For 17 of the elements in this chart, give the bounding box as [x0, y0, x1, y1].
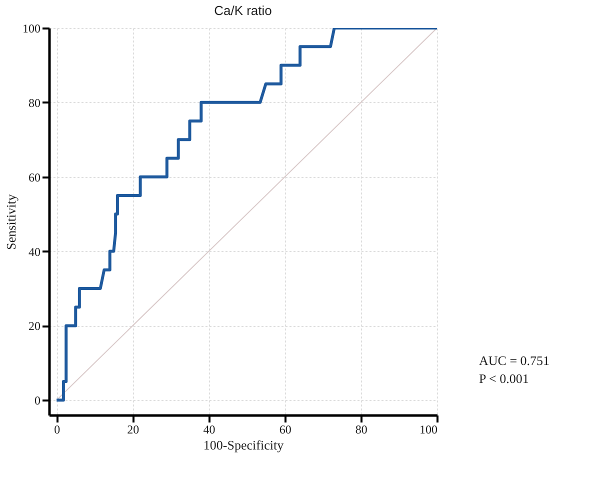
text: AUC = 0.751 [479, 353, 550, 368]
y-tick-label: 100 [22, 22, 40, 36]
y-tick-label: 60 [28, 170, 40, 184]
x-tick-label: 40 [203, 422, 216, 436]
y-tick-label: 40 [28, 244, 40, 259]
y-axis-title: Sensitivity [4, 194, 18, 250]
x-axis-title: 100-Specificity [203, 438, 284, 452]
y-tick-label: 80 [28, 96, 40, 110]
x-tick-label: 60 [279, 422, 292, 436]
y-tick-label: 20 [28, 319, 40, 334]
x-tick-label: 0 [54, 422, 60, 436]
x-tick-label: 20 [127, 422, 140, 436]
text: P < 0.001 [479, 371, 529, 386]
x-tick-label: 100 [420, 422, 438, 436]
y-tick-label: 0 [34, 394, 40, 408]
chart-title: Ca/K ratio [214, 3, 272, 18]
x-tick-label: 80 [355, 422, 368, 436]
